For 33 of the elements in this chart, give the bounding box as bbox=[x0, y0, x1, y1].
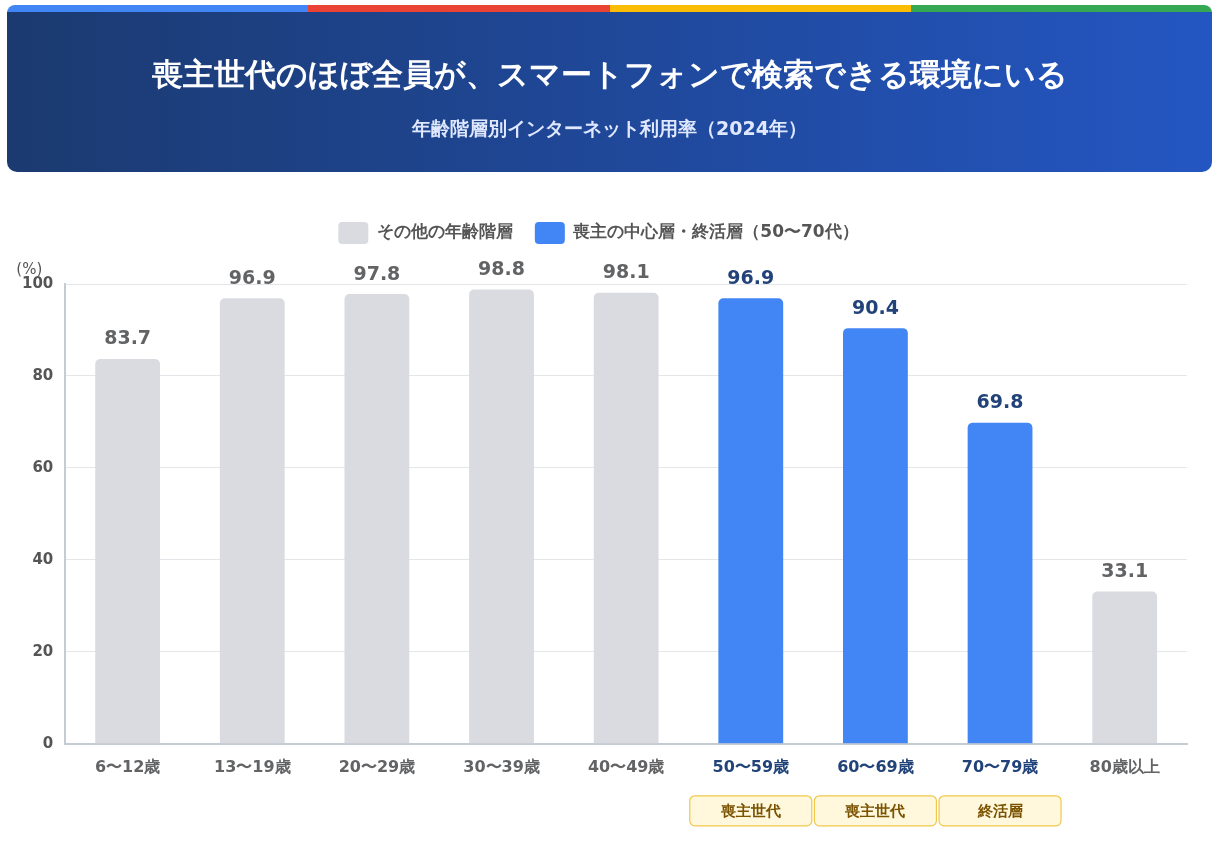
data-label: 98.1 bbox=[602, 260, 650, 283]
data-label: 98.8 bbox=[478, 256, 525, 279]
legend-label: 喪主の中心層・終活層（50〜70代） bbox=[572, 221, 859, 242]
data-label: 96.9 bbox=[727, 265, 775, 288]
chart-title: 喪主世代のほぼ全員が、スマートフォンで検索できる環境にいる bbox=[150, 55, 1069, 94]
x-tick-label: 40〜49歳 bbox=[587, 756, 665, 776]
x-tick-label: 50〜59歳 bbox=[712, 756, 790, 776]
bar bbox=[718, 298, 784, 744]
text: 喪主世代 bbox=[844, 801, 906, 820]
text: 喪主世代 bbox=[719, 801, 781, 820]
y-tick-label: 80 bbox=[32, 365, 54, 384]
x-tick-label: 80歳以上 bbox=[1089, 756, 1160, 776]
data-label: 97.8 bbox=[353, 261, 401, 284]
y-tick-label: 0 bbox=[42, 733, 54, 752]
chart-subtitle: 年齢階層別インターネット利用率（2024年） bbox=[411, 116, 808, 141]
data-label: 33.1 bbox=[1101, 559, 1149, 582]
data-label: 69.8 bbox=[976, 390, 1024, 413]
x-tick-label: 13〜19歳 bbox=[213, 756, 291, 776]
data-label: 96.9 bbox=[228, 265, 276, 288]
y-tick-label: 20 bbox=[32, 641, 54, 660]
x-tick-label: 30〜39歳 bbox=[463, 756, 540, 776]
x-tick-label: 70〜79歳 bbox=[961, 756, 1039, 776]
bar bbox=[843, 328, 908, 744]
x-tick-label: 6〜12歳 bbox=[94, 756, 161, 776]
y-tick-label: 40 bbox=[32, 549, 54, 568]
x-tick-label: 60〜69歳 bbox=[837, 756, 914, 776]
bar bbox=[967, 422, 1033, 744]
text: 終活層 bbox=[976, 801, 1023, 820]
data-label: 83.7 bbox=[104, 326, 152, 349]
x-tick-label: 20〜29歳 bbox=[338, 756, 416, 776]
legend-label: その他の年齢階層 bbox=[376, 221, 513, 242]
y-tick-label: 60 bbox=[32, 457, 54, 476]
data-label: 90.4 bbox=[851, 295, 899, 318]
